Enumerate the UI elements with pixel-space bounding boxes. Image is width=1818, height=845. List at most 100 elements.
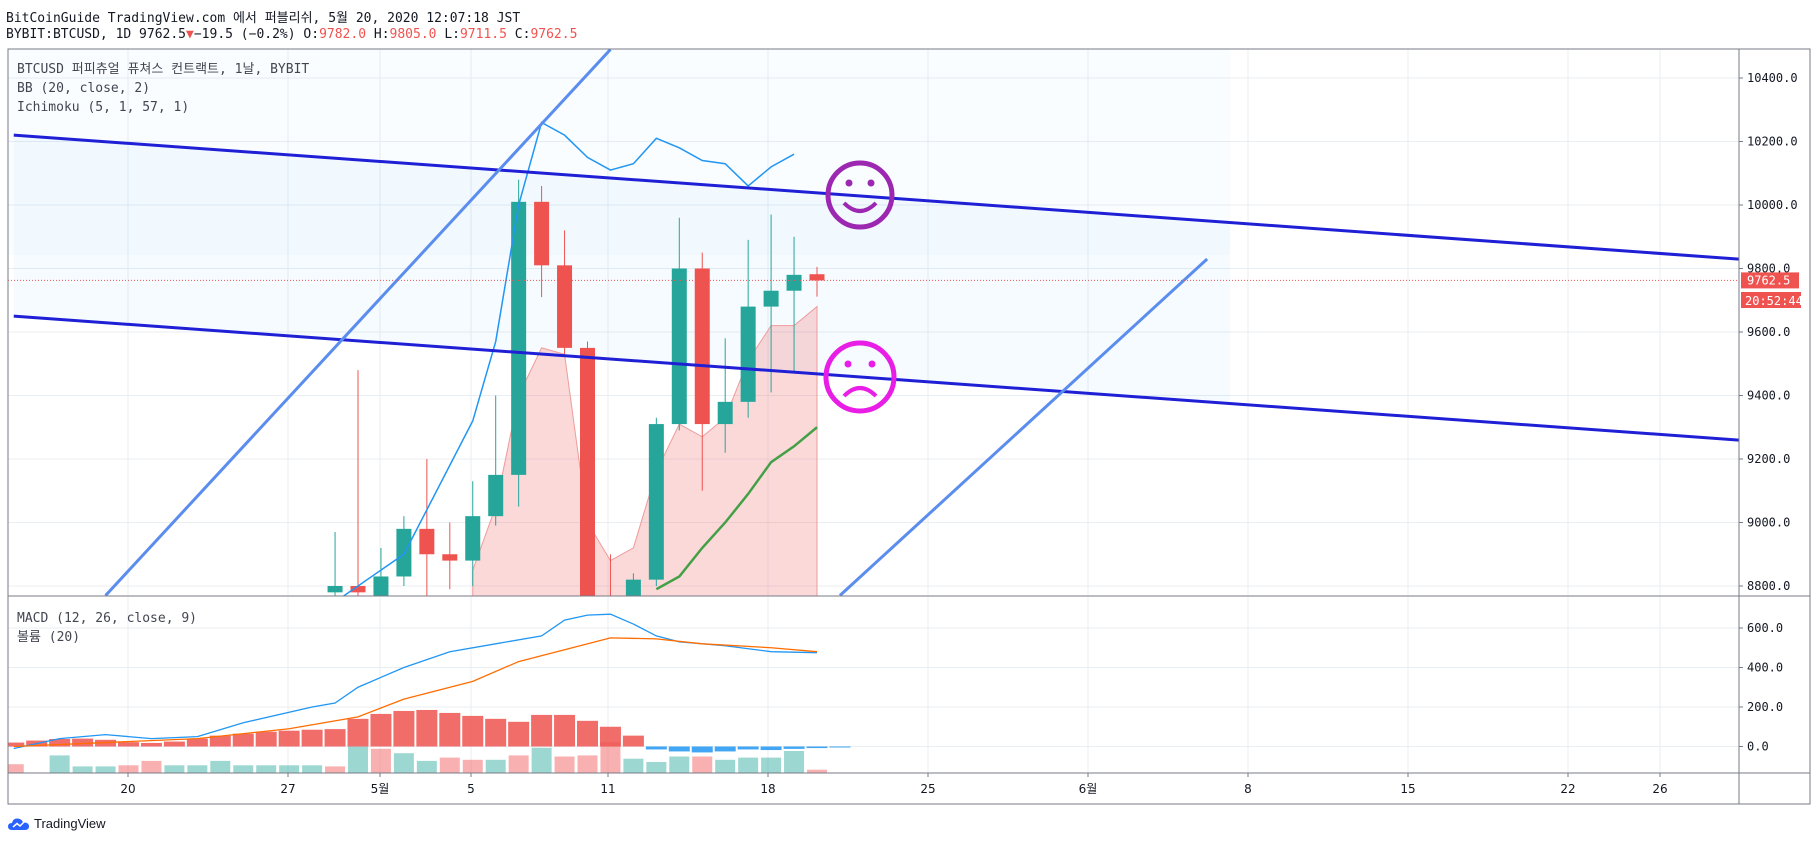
- grid: [8, 49, 1739, 773]
- macd-histogram-bar: [691, 746, 713, 753]
- volume-bar: [669, 756, 690, 773]
- trendline-right: [838, 257, 1209, 596]
- chart-border: [7, 48, 1811, 805]
- price-tick-label: 10000.0: [1747, 198, 1798, 212]
- upper-zone-fill: [8, 49, 1230, 255]
- smiley-face-icon: [825, 160, 895, 230]
- candle-body: [740, 306, 756, 402]
- macd-histogram-bar: [416, 709, 438, 747]
- candle-body: [580, 347, 595, 596]
- macd-histogram-bar: [49, 738, 71, 747]
- ichimoku-base-line: [655, 426, 818, 591]
- macd-histogram-bar: [439, 712, 461, 747]
- svg-text:9762.5: 9762.5: [1747, 273, 1790, 287]
- time-tick-label: 5: [467, 782, 475, 796]
- macd-line: [13, 613, 818, 750]
- pane-frames: [7, 48, 1811, 805]
- volume-bar: [531, 747, 552, 773]
- candle-body: [373, 576, 389, 596]
- close-label: C:: [514, 27, 531, 42]
- legend-main-title: BTCUSD 퍼피츄얼 퓨쳐스 컨트랙트, 1날, BYBIT: [17, 62, 309, 77]
- macd-tick-label: 0.0: [1747, 740, 1769, 754]
- legend-bb: BB (20, close, 2): [17, 81, 150, 96]
- volume-bar: [646, 762, 667, 773]
- volume-bar: [738, 757, 759, 773]
- macd-histogram-bar: [72, 738, 94, 747]
- signal-line: [13, 637, 818, 748]
- macd-histogram-bar: [508, 721, 530, 747]
- macd-histogram-bar: [714, 746, 736, 752]
- volume-bar: [784, 751, 805, 773]
- time-tick-label: 25: [920, 782, 935, 796]
- volume-bar: [554, 756, 575, 773]
- last-price-badge: 9762.5: [1741, 272, 1799, 289]
- bb-rise-line: [342, 420, 474, 596]
- candle-body: [557, 265, 573, 348]
- volume-bar: [807, 769, 827, 773]
- macd-histogram-bar: [301, 729, 323, 747]
- price-tick-label: 9200.0: [1747, 452, 1790, 466]
- time-tick-label: 27: [280, 782, 295, 796]
- macd-histogram-bar: [577, 720, 598, 747]
- price-tick-label: 9800.0: [1747, 262, 1790, 276]
- time-tick-label: 22: [1560, 782, 1575, 796]
- price-pane[interactable]: [8, 49, 1781, 618]
- macd-histogram-bar: [347, 718, 369, 747]
- macd-tick-label: 200.0: [1747, 700, 1783, 714]
- macd-histogram-bar: [806, 746, 828, 749]
- macd-histogram-bar: [554, 714, 576, 747]
- candle-body: [786, 274, 802, 291]
- time-tick-label: 5월: [371, 782, 390, 796]
- footer-brand: TradingView: [34, 816, 106, 831]
- countdown-badge: 20:52:44: [1741, 292, 1803, 308]
- volume-bar: [141, 760, 162, 773]
- candle-body: [694, 268, 710, 425]
- candle-body: [350, 586, 366, 593]
- volume-bar: [508, 755, 529, 773]
- trendline-left: [104, 49, 612, 596]
- macd-histogram-bar: [599, 726, 621, 747]
- open-value: 9782.0: [319, 27, 367, 42]
- time-tick-label: 26: [1652, 782, 1667, 796]
- high-value: 9805.0: [389, 27, 437, 42]
- time-tick-label: 11: [600, 782, 615, 796]
- symbol-info: BYBIT:BTCUSD, 1D 9762.5: [6, 27, 187, 42]
- volume-bar: [462, 759, 483, 773]
- macd-histogram-bar: [829, 746, 851, 748]
- legend-ichimoku: Ichimoku (5, 1, 57, 1): [17, 100, 189, 115]
- volume-bar: [761, 757, 782, 773]
- volume-bar: [118, 765, 139, 773]
- candle-body: [442, 554, 458, 561]
- macd-histogram-bar: [668, 746, 690, 752]
- volume-bar: [393, 753, 414, 773]
- tradingview-logo[interactable]: TradingView: [8, 816, 106, 831]
- volume-bar: [600, 742, 621, 773]
- volume-bar: [233, 765, 254, 773]
- macd-histogram-bar: [531, 714, 553, 747]
- candle-body: [511, 201, 527, 475]
- macd-histogram-bar: [760, 746, 782, 751]
- publish-info: BitCoinGuide TradingView.com 에서 퍼블리쉬, 5월…: [6, 11, 521, 26]
- svg-text:20:52:44: 20:52:44: [1745, 294, 1803, 308]
- low-value: 9711.5: [459, 27, 507, 42]
- price-tick-label: 9600.0: [1747, 325, 1790, 339]
- candle-body: [671, 268, 687, 425]
- candle-body: [465, 516, 481, 561]
- volume-bar: [623, 758, 644, 773]
- macd-histogram-bar: [737, 746, 759, 750]
- volume-bar: [49, 755, 70, 773]
- macd-histogram-bar: [140, 742, 162, 747]
- macd-pane[interactable]: [3, 613, 851, 773]
- axes: 10400.0 10200.0 10000.0 9800.0 9600.0 9400.0 9…: [120, 71, 1797, 796]
- volume-bar: [210, 760, 231, 773]
- candle-body: [625, 579, 641, 596]
- volume-bar: [302, 765, 323, 773]
- price-change: −19.5 (−0.2%): [193, 27, 296, 42]
- macd-histogram-bar: [783, 746, 805, 749]
- macd-histogram-bar: [485, 718, 507, 747]
- time-tick-label: 15: [1400, 782, 1415, 796]
- volume-bar: [485, 759, 506, 773]
- macd-histogram-bar: [462, 715, 484, 747]
- candle-body: [602, 595, 618, 596]
